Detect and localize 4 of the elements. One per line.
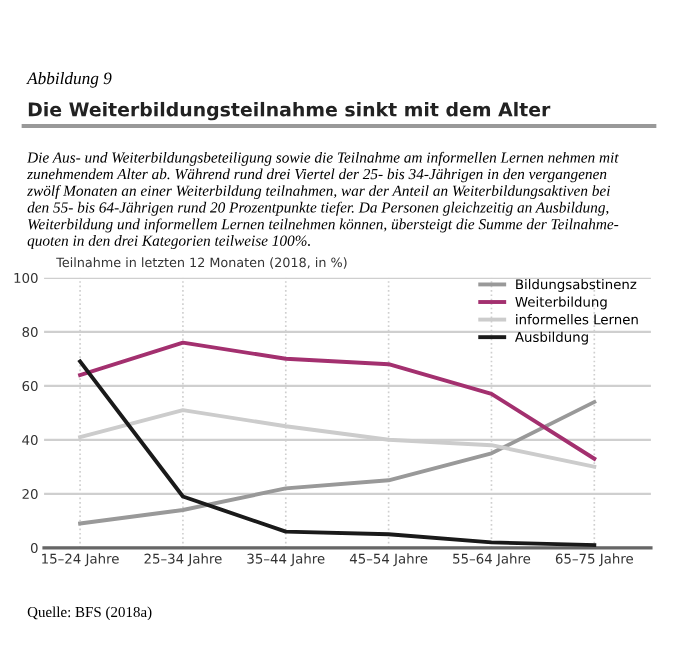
line-series xyxy=(78,400,597,526)
chart-title: Die Weiterbildungsteilnahme sinkt mit dem Alter xyxy=(28,101,551,121)
text: Abbildung 9 xyxy=(26,72,112,88)
line-series xyxy=(78,359,597,548)
